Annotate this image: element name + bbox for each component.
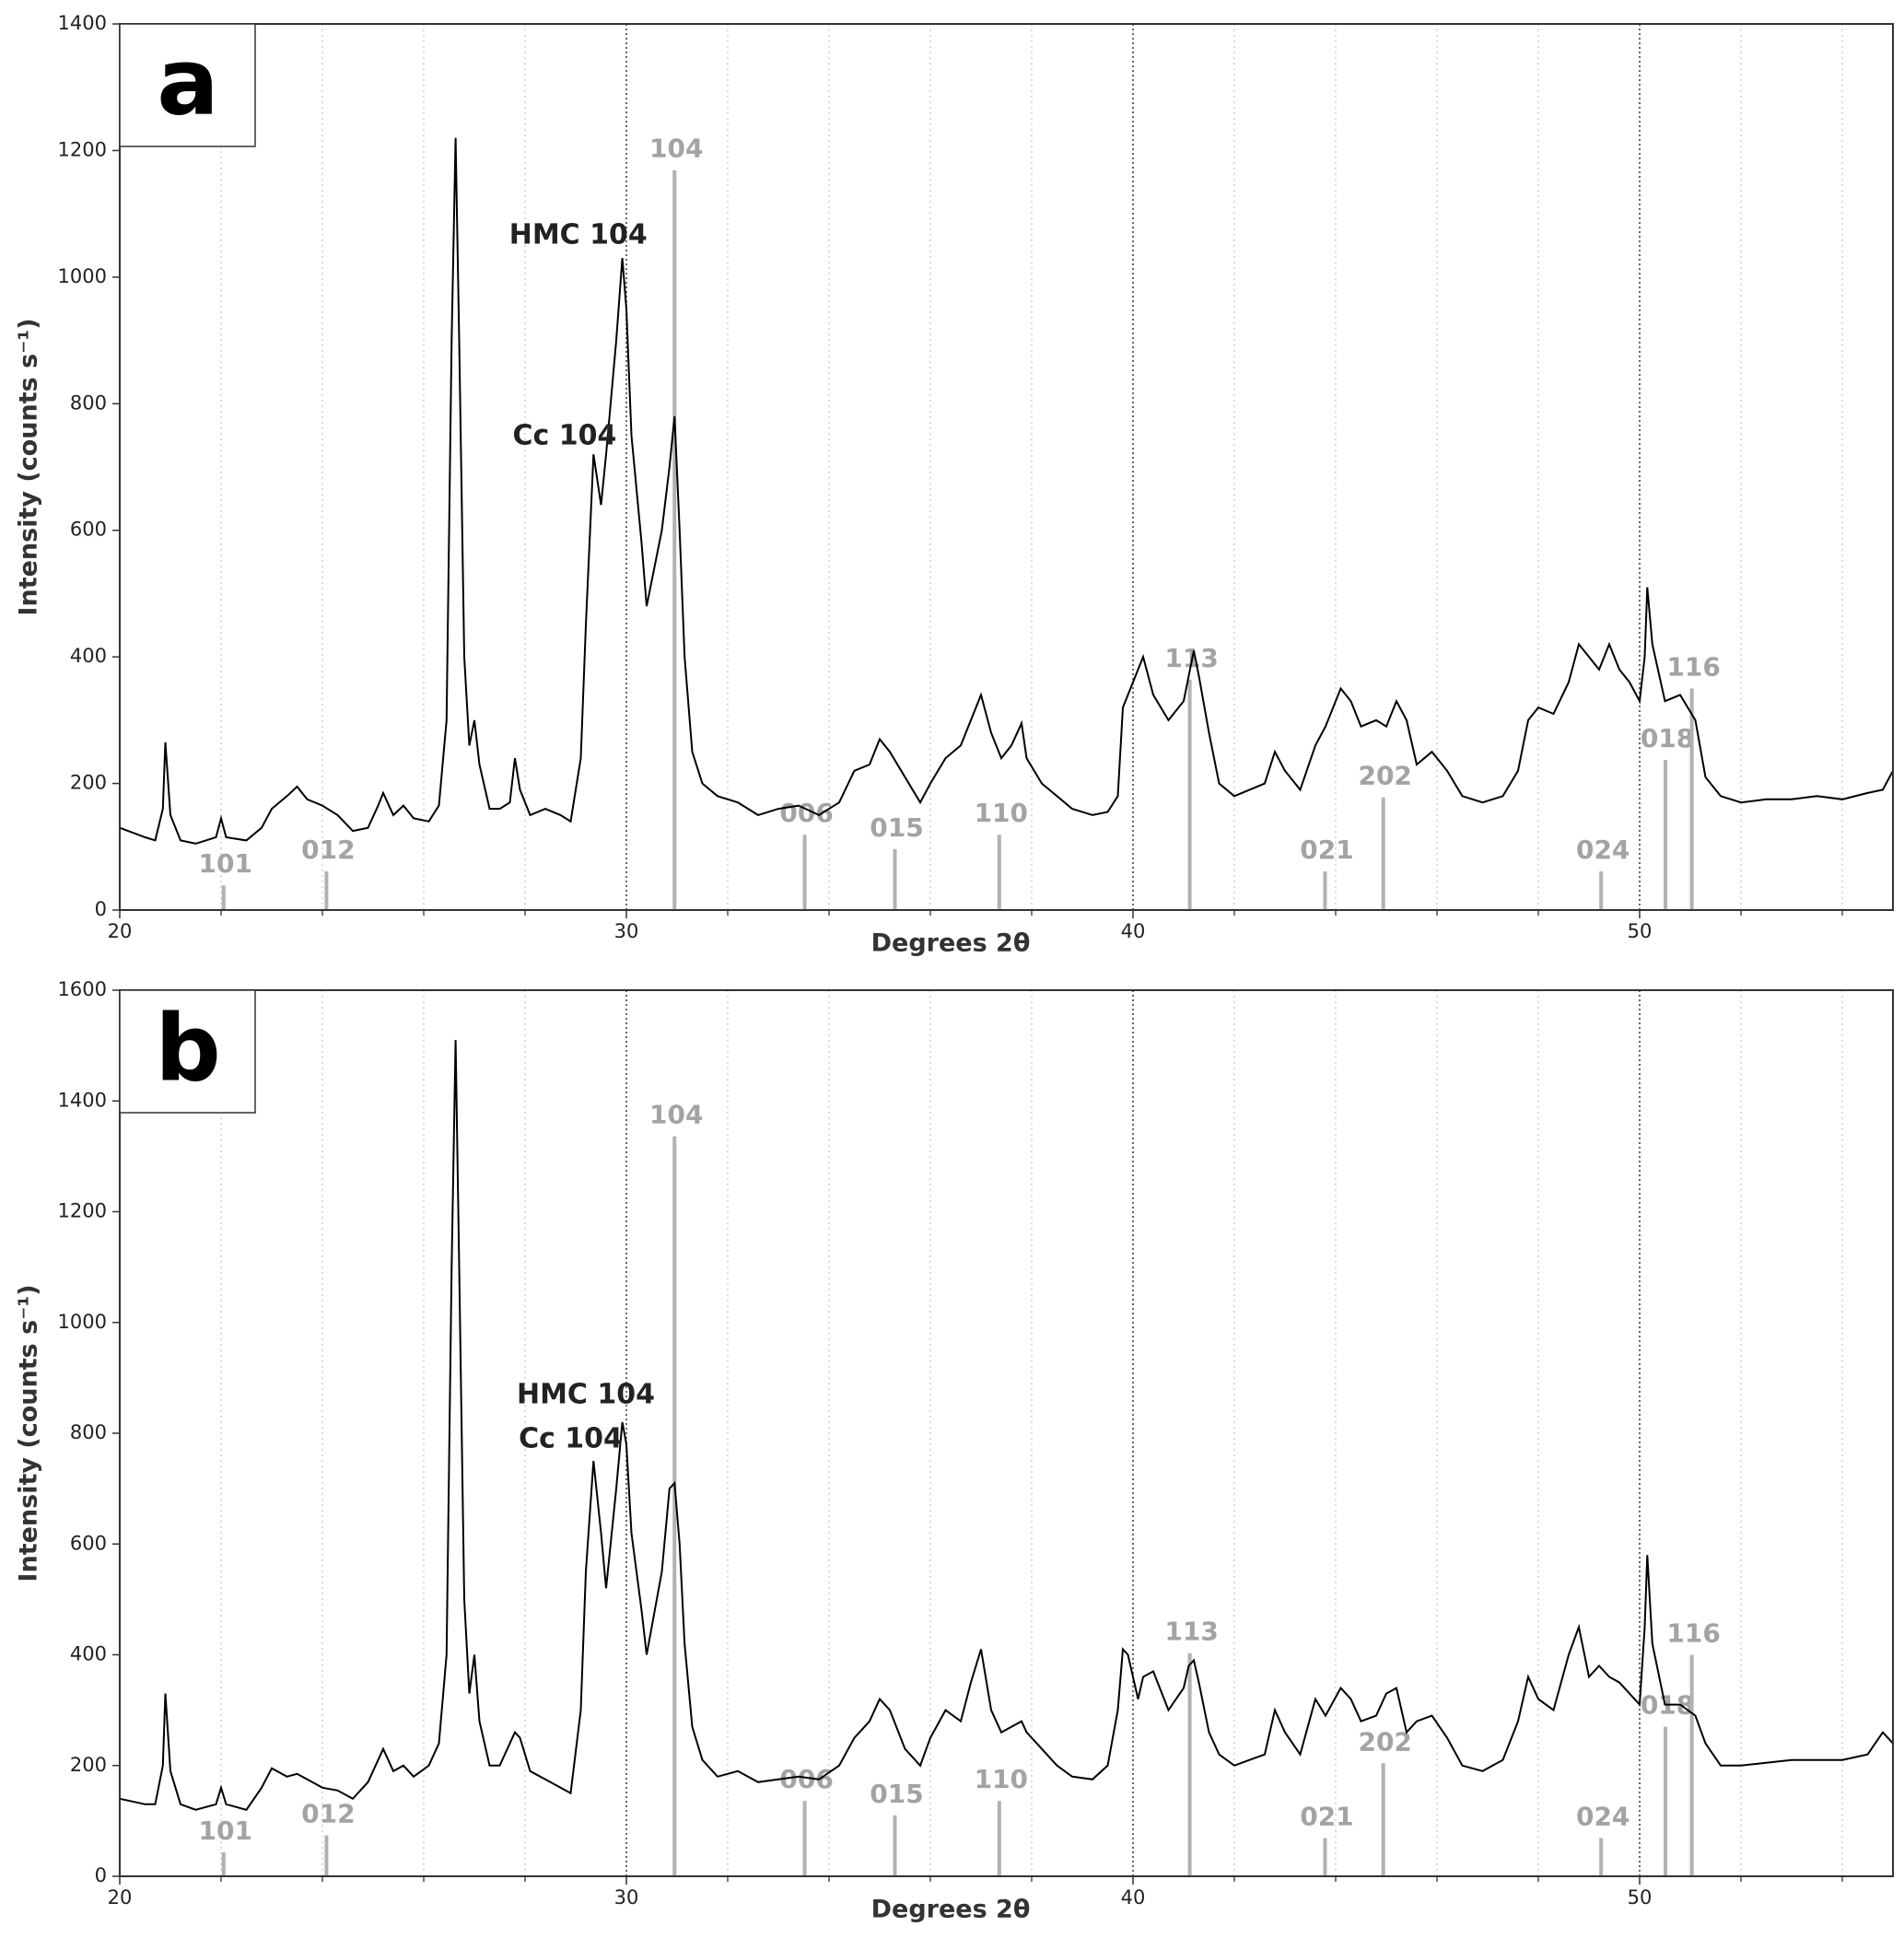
y-tick-label: 1200 xyxy=(58,1200,107,1222)
y-tick-label: 1400 xyxy=(58,12,107,34)
x-tick-label: 20 xyxy=(108,1886,133,1909)
reference-label: 104 xyxy=(649,134,703,164)
y-tick-label: 0 xyxy=(95,1864,107,1886)
y-tick-label: 600 xyxy=(70,1532,107,1554)
reference-label: 018 xyxy=(1641,723,1694,753)
plot-frame xyxy=(119,23,1894,911)
y-tick-label: 800 xyxy=(70,391,107,414)
reference-label: 024 xyxy=(1576,1802,1629,1832)
x-tick-label: 40 xyxy=(1121,920,1146,942)
reference-label: 110 xyxy=(975,1764,1028,1794)
reference-label: 202 xyxy=(1358,1726,1411,1757)
reference-label: 012 xyxy=(301,1799,355,1829)
x-tick-label: 30 xyxy=(614,920,639,942)
panel-letter: b xyxy=(155,994,221,1102)
x-tick-label: 30 xyxy=(614,1886,639,1909)
x-tick-label: 50 xyxy=(1628,920,1653,942)
panel-box xyxy=(119,23,256,147)
y-tick-label: 1000 xyxy=(58,1311,107,1333)
reference-label: 116 xyxy=(1666,652,1720,683)
pattern-line xyxy=(119,137,1894,845)
x-axis-label: Degrees 2θ xyxy=(871,1896,1031,1924)
y-tick-label: 800 xyxy=(70,1421,107,1443)
reference-label: 024 xyxy=(1576,835,1629,865)
x-tick-label: 20 xyxy=(108,920,133,942)
reference-label: 006 xyxy=(779,798,833,828)
reference-label: 104 xyxy=(649,1100,703,1130)
y-tick-label: 200 xyxy=(70,1754,107,1776)
reference-label: 021 xyxy=(1300,835,1353,865)
y-axis-label: Intensity (counts s⁻¹) xyxy=(15,318,43,615)
y-tick-label: 200 xyxy=(70,772,107,794)
annotation: HMC 104 xyxy=(517,1379,655,1411)
y-axis-label: Intensity (counts s⁻¹) xyxy=(15,1284,43,1582)
panel-letter: a xyxy=(157,28,218,135)
y-tick-label: 400 xyxy=(70,1643,107,1665)
x-tick-label: 50 xyxy=(1628,1886,1653,1909)
reference-label: 202 xyxy=(1358,761,1411,791)
pattern-line xyxy=(119,1040,1894,1811)
reference-label: 015 xyxy=(870,812,923,843)
reference-label: 006 xyxy=(779,1764,833,1794)
reference-label: 015 xyxy=(870,1779,923,1809)
y-tick-label: 1000 xyxy=(58,265,107,287)
y-tick-label: 400 xyxy=(70,645,107,667)
y-tick-label: 1400 xyxy=(58,1089,107,1111)
reference-label: 101 xyxy=(199,1815,252,1846)
plot-frame xyxy=(119,989,1894,1877)
annotation: HMC 104 xyxy=(509,219,648,251)
y-tick-label: 1200 xyxy=(58,138,107,160)
reference-label: 110 xyxy=(975,798,1028,828)
y-tick-label: 600 xyxy=(70,519,107,541)
annotation: Cc 104 xyxy=(512,420,616,452)
reference-label: 116 xyxy=(1666,1618,1720,1649)
x-axis-label: Degrees 2θ xyxy=(871,929,1031,958)
reference-label: 101 xyxy=(199,848,252,879)
reference-label: 113 xyxy=(1164,1617,1218,1647)
reference-label: 012 xyxy=(301,835,355,865)
annotation: Cc 104 xyxy=(519,1423,623,1455)
y-tick-label: 0 xyxy=(95,898,107,920)
y-tick-label: 1600 xyxy=(58,978,107,1000)
x-tick-label: 40 xyxy=(1121,1886,1146,1909)
reference-label: 021 xyxy=(1300,1802,1353,1832)
panel-box xyxy=(119,989,256,1114)
